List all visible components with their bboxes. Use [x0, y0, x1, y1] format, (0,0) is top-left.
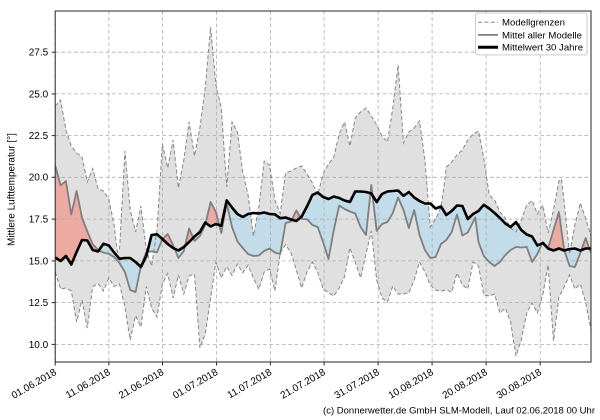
svg-text:10.0: 10.0	[29, 340, 49, 351]
svg-text:27.5: 27.5	[29, 48, 49, 59]
svg-text:20.0: 20.0	[29, 173, 49, 184]
svg-text:12.5: 12.5	[29, 298, 49, 309]
svg-text:Mittel aller Modelle: Mittel aller Modelle	[502, 30, 582, 41]
svg-text:15.0: 15.0	[29, 256, 49, 267]
svg-text:Mittlere Lufttemperatur [°]: Mittlere Lufttemperatur [°]	[7, 133, 18, 246]
svg-text:17.5: 17.5	[29, 215, 49, 226]
svg-text:Mittelwert 30 Jahre: Mittelwert 30 Jahre	[502, 43, 583, 54]
svg-text:(c) Donnerwetter.de GmbH SLM-M: (c) Donnerwetter.de GmbH SLM-Modell, Lau…	[323, 406, 595, 417]
svg-text:25.0: 25.0	[29, 89, 49, 100]
svg-text:Modellgrenzen: Modellgrenzen	[502, 18, 565, 29]
svg-text:22.5: 22.5	[29, 131, 49, 142]
